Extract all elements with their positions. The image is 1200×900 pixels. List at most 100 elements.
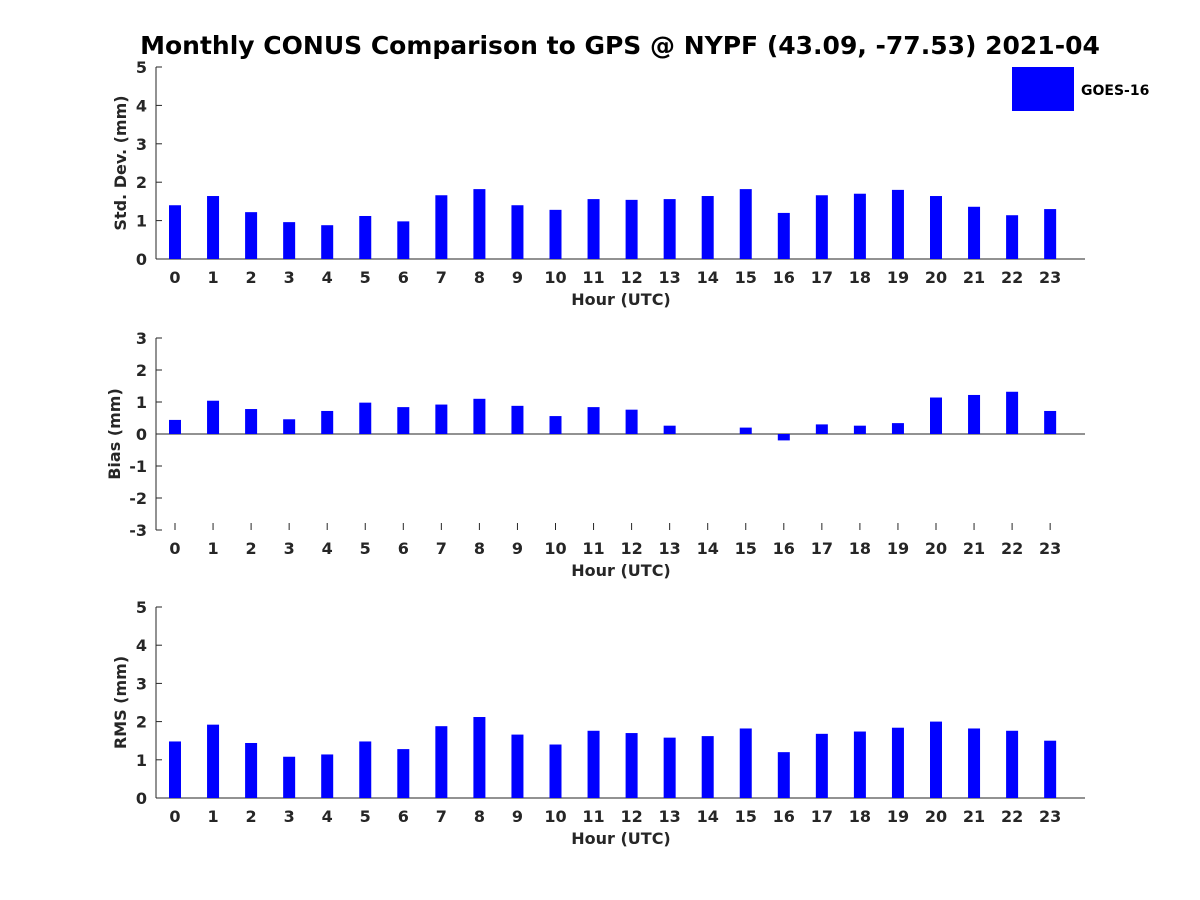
std-dev-y-tick-label: 2 — [136, 173, 147, 192]
std-dev-x-tick-label: 1 — [207, 268, 218, 287]
std-dev-bar-19 — [891, 189, 904, 259]
rms-x-tick-label: 10 — [544, 807, 566, 826]
rms-bar-10 — [549, 744, 562, 798]
std-dev-x-tick-label: 7 — [436, 268, 447, 287]
bias-x-tick-label: 21 — [963, 539, 985, 558]
rms-x-tick-label: 6 — [398, 807, 409, 826]
bias-bar-3 — [283, 419, 296, 434]
std-dev-y-tick-label: 5 — [136, 58, 147, 77]
rms-x-tick-label: 7 — [436, 807, 447, 826]
rms-x-axis-label: Hour (UTC) — [571, 829, 671, 848]
rms-y-tick-label: 0 — [136, 789, 147, 808]
std-dev-x-tick-label: 9 — [512, 268, 523, 287]
rms-bar-14 — [701, 736, 714, 798]
bias-x-tick-label: 23 — [1039, 539, 1061, 558]
rms-x-tick-label: 11 — [582, 807, 604, 826]
rms-bar-3 — [283, 756, 296, 798]
std-dev-bar-13 — [663, 199, 676, 259]
std-dev-bar-14 — [701, 196, 714, 259]
std-dev-bar-16 — [777, 212, 790, 259]
rms-x-tick-label: 4 — [322, 807, 333, 826]
std-dev-bar-2 — [245, 212, 258, 259]
bias-x-tick-label: 20 — [925, 539, 947, 558]
bias-bar-2 — [245, 409, 258, 434]
rms-bar-1 — [207, 724, 220, 798]
bias-bar-15 — [739, 427, 752, 434]
rms-bar-6 — [397, 749, 410, 798]
std-dev-x-tick-label: 12 — [620, 268, 642, 287]
std-dev-x-tick-label: 8 — [474, 268, 485, 287]
rms-bar-18 — [853, 731, 866, 798]
bias-bar-0 — [169, 419, 181, 434]
std-dev-x-tick-label: 21 — [963, 268, 985, 287]
std-dev-y-tick-label: 4 — [136, 96, 147, 115]
std-dev-x-axis-label: Hour (UTC) — [571, 290, 671, 309]
bias-x-tick-label: 19 — [887, 539, 909, 558]
bias-x-tick-label: 18 — [849, 539, 871, 558]
std-dev-bar-18 — [853, 193, 866, 259]
bias-y-tick-label: 1 — [136, 393, 147, 412]
bias-bar-12 — [625, 409, 638, 434]
bias-x-axis-label: Hour (UTC) — [571, 561, 671, 580]
std-dev-bar-8 — [473, 189, 486, 259]
std-dev-bar-9 — [511, 205, 524, 259]
bias-bar-10 — [549, 416, 562, 434]
std-dev-bar-6 — [397, 221, 410, 259]
bias-y-tick-label: -3 — [129, 521, 147, 540]
bias-bar-1 — [207, 400, 220, 434]
bias-bar-21 — [968, 394, 981, 434]
bias-bar-20 — [930, 397, 942, 434]
bias-bar-22 — [1006, 391, 1019, 434]
bias-bar-7 — [435, 404, 448, 434]
std-dev-bar-23 — [1044, 209, 1057, 259]
bias-x-tick-label: 10 — [544, 539, 566, 558]
std-dev-x-tick-label: 17 — [811, 268, 833, 287]
rms-bar-7 — [435, 726, 448, 798]
bias-x-tick-label: 13 — [659, 539, 681, 558]
rms-x-tick-label: 19 — [887, 807, 909, 826]
std-dev-bar-22 — [1006, 215, 1019, 259]
bias-x-tick-label: 1 — [207, 539, 218, 558]
bias-x-tick-label: 8 — [474, 539, 485, 558]
bias-x-tick-label: 16 — [773, 539, 795, 558]
bias-x-tick-label: 22 — [1001, 539, 1023, 558]
std-dev-bar-15 — [739, 189, 752, 259]
rms-x-tick-label: 17 — [811, 807, 833, 826]
rms-bar-22 — [1006, 730, 1019, 798]
bias-bar-16 — [777, 434, 790, 441]
std-dev-x-tick-label: 13 — [659, 268, 681, 287]
rms-y-tick-label: 4 — [136, 636, 147, 655]
bias-x-tick-label: 9 — [512, 539, 523, 558]
rms-bar-16 — [777, 752, 790, 798]
std-dev-bar-12 — [625, 199, 638, 259]
rms-bar-21 — [968, 728, 981, 798]
std-dev-x-tick-label: 6 — [398, 268, 409, 287]
rms-bar-12 — [625, 733, 638, 798]
bias-bar-6 — [397, 407, 410, 434]
rms-x-tick-label: 1 — [207, 807, 218, 826]
std-dev-bar-7 — [435, 195, 448, 259]
bias-x-tick-label: 4 — [322, 539, 333, 558]
rms-x-tick-label: 18 — [849, 807, 871, 826]
rms-bar-2 — [245, 742, 258, 798]
std-dev-x-tick-label: 15 — [735, 268, 757, 287]
rms-bar-13 — [663, 737, 676, 798]
std-dev-bar-1 — [207, 196, 220, 259]
bias-y-tick-label: -2 — [129, 489, 147, 508]
std-dev-bar-0 — [169, 205, 181, 259]
std-dev-bar-4 — [321, 225, 334, 259]
bias-y-tick-label: -1 — [129, 457, 147, 476]
std-dev-x-tick-label: 10 — [544, 268, 566, 287]
rms-y-tick-label: 3 — [136, 674, 147, 693]
std-dev-y-tick-label: 0 — [136, 250, 147, 269]
bias-x-tick-label: 12 — [620, 539, 642, 558]
bias-x-tick-label: 3 — [284, 539, 295, 558]
rms-bar-15 — [739, 728, 752, 798]
legend-label: GOES-16 — [1081, 83, 1149, 99]
rms-bar-23 — [1044, 740, 1057, 798]
rms-y-tick-label: 2 — [136, 713, 147, 732]
rms-x-tick-label: 3 — [284, 807, 295, 826]
rms-bar-5 — [359, 741, 372, 798]
